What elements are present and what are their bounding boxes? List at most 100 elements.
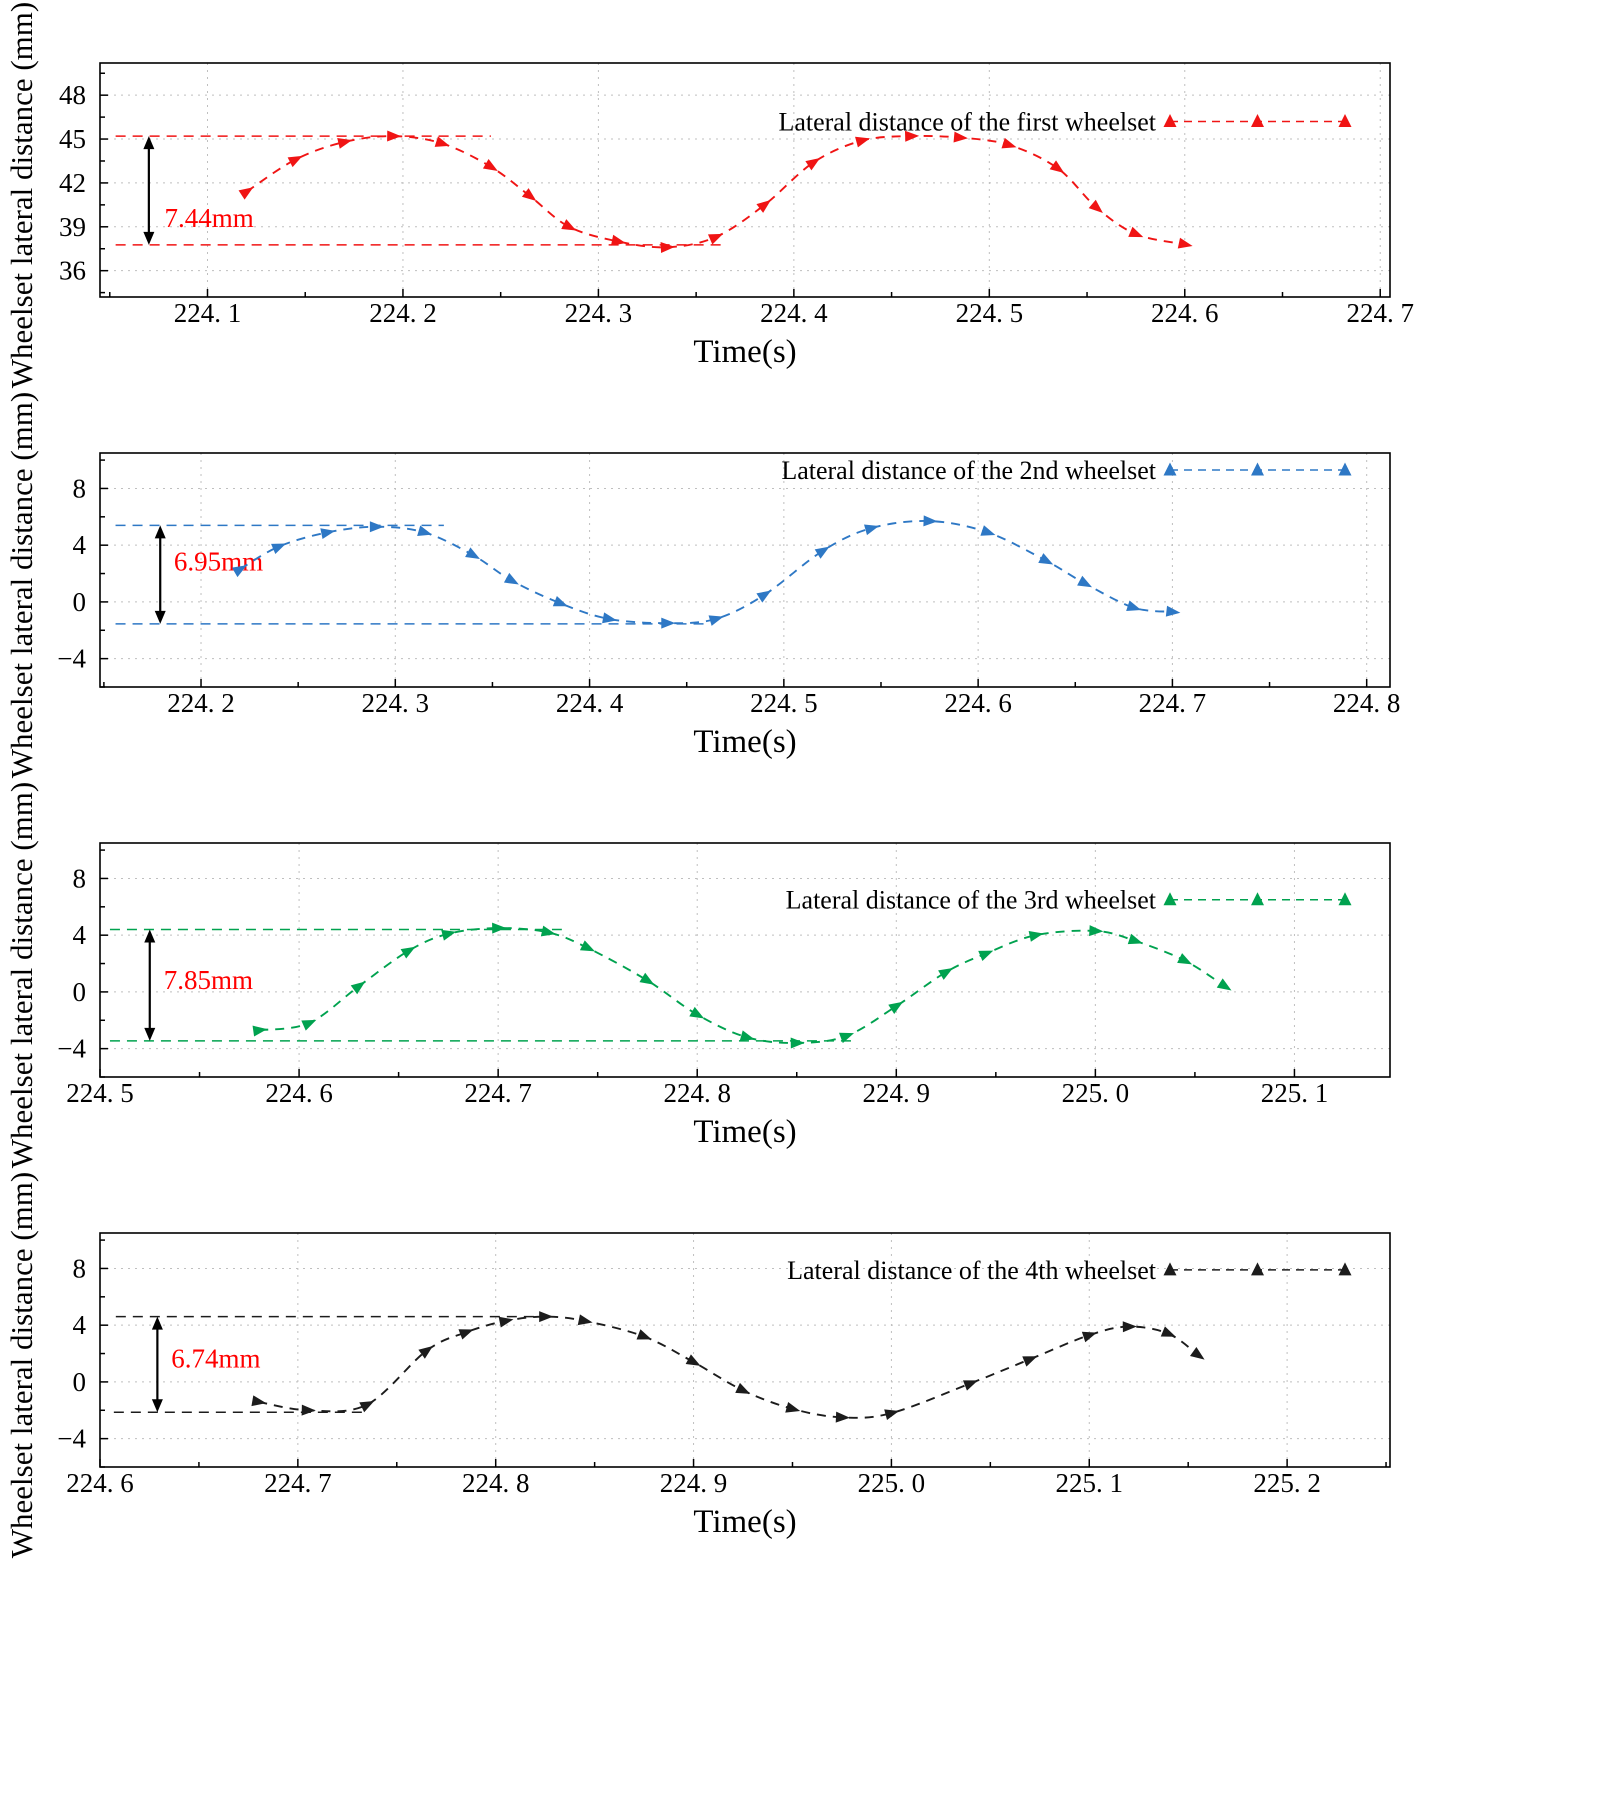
legend: Lateral distance of the 4th wheelset <box>787 1256 1352 1285</box>
range-annotation: 7.44mm <box>165 203 254 233</box>
svg-text:8: 8 <box>73 863 87 893</box>
svg-text:225. 1: 225. 1 <box>1261 1078 1329 1108</box>
legend-marker-icon <box>1163 1262 1177 1276</box>
chart-section-first-wheelset: Wheelset lateral distance (mm) 7.44mm 224… <box>0 0 1600 390</box>
svg-text:224. 5: 224. 5 <box>750 688 818 718</box>
svg-text:224. 9: 224. 9 <box>660 1468 728 1498</box>
chart-section-second-wheelset: Wheelset lateral distance (mm) 6.95mm 224… <box>0 390 1600 780</box>
series-curve <box>259 927 1226 1044</box>
svg-text:0: 0 <box>73 1367 87 1397</box>
svg-text:224. 2: 224. 2 <box>167 688 235 718</box>
chart-section-fourth-wheelset: Wheelset lateral distance (mm) 6.74mm 224… <box>0 1170 1600 1560</box>
legend: Lateral distance of the 2nd wheelset <box>781 456 1352 485</box>
svg-text:4: 4 <box>73 530 87 560</box>
svg-text:224. 1: 224. 1 <box>174 298 242 328</box>
svg-text:225. 1: 225. 1 <box>1056 1468 1124 1498</box>
svg-text:224. 7: 224. 7 <box>1346 298 1414 328</box>
legend: Lateral distance of the 3rd wheelset <box>786 886 1352 915</box>
range-arrow <box>151 1316 163 1413</box>
x-tick-labels: 224. 6 224. 7 224. 8 224. 9 225. 0 225. 1 225.… <box>66 1468 1321 1498</box>
legend-marker-icon <box>1163 114 1177 127</box>
x-axis-title: Time(s) <box>693 1114 797 1150</box>
chart-section-third-wheelset: Wheelset lateral distance (mm) 7.85mm 224… <box>0 780 1600 1170</box>
svg-text:8: 8 <box>73 473 87 503</box>
svg-text:224. 7: 224. 7 <box>464 1078 532 1108</box>
svg-text:224. 7: 224. 7 <box>264 1468 332 1498</box>
x-tick-labels: 224. 1 224. 2 224. 3 224. 4 224. 5 224. 6 224.… <box>174 298 1414 328</box>
svg-text:224. 3: 224. 3 <box>565 298 633 328</box>
svg-text:224. 5: 224. 5 <box>66 1078 134 1108</box>
svg-text:−4: −4 <box>57 644 86 674</box>
legend-marker-icon <box>1251 114 1264 127</box>
svg-text:224. 3: 224. 3 <box>362 688 430 718</box>
x-axis-title: Time(s) <box>693 334 797 370</box>
svg-text:4: 4 <box>73 1310 87 1340</box>
range-arrow <box>154 525 166 624</box>
svg-text:45: 45 <box>59 124 86 154</box>
axes-box <box>99 842 1391 1078</box>
range-arrow <box>144 929 156 1041</box>
svg-text:42: 42 <box>59 168 86 198</box>
y-tick-labels: 36 39 42 45 48 <box>59 80 86 285</box>
svg-text:224. 4: 224. 4 <box>760 298 828 328</box>
axes-box <box>99 1232 1391 1468</box>
svg-text:224. 2: 224. 2 <box>369 298 437 328</box>
legend-label: Lateral distance of the 4th wheelset <box>787 1256 1157 1285</box>
y-axis-title: Wheelset lateral distance (mm) <box>4 781 39 1169</box>
legend-marker-icon <box>1163 892 1177 906</box>
svg-text:39: 39 <box>59 212 86 242</box>
svg-text:−4: −4 <box>57 1034 86 1064</box>
svg-text:225. 0: 225. 0 <box>1062 1078 1130 1108</box>
svg-text:36: 36 <box>59 256 86 286</box>
y-axis-title: Wheelset lateral distance (mm) <box>4 1171 39 1559</box>
series-markers <box>251 1311 1205 1423</box>
svg-text:224. 8: 224. 8 <box>663 1078 731 1108</box>
svg-text:224. 7: 224. 7 <box>1139 688 1207 718</box>
axis-ticks <box>99 1239 1387 1468</box>
svg-text:225. 2: 225. 2 <box>1253 1468 1321 1498</box>
legend-marker-icon <box>1338 114 1352 127</box>
chart-canvas-third-wheelset: 7.85mm 224. 5 224. 6 224. 7 224. 8 224. 9 225.… <box>57 842 1391 1108</box>
legend: Lateral distance of the first wheelset <box>778 108 1352 137</box>
y-tick-labels: −4 0 4 8 <box>57 863 86 1063</box>
axes-box <box>99 452 1391 688</box>
svg-text:224. 6: 224. 6 <box>265 1078 333 1108</box>
svg-text:224. 6: 224. 6 <box>944 688 1012 718</box>
legend-marker-icon <box>1251 892 1264 906</box>
range-annotation: 6.74mm <box>171 1344 260 1374</box>
legend-label: Lateral distance of the first wheelset <box>778 108 1156 137</box>
svg-text:0: 0 <box>73 587 87 617</box>
axis-ticks <box>100 459 1368 688</box>
range-annotation: 7.85mm <box>164 965 253 995</box>
legend-marker-icon <box>1251 462 1264 476</box>
gridlines <box>100 63 1390 297</box>
axis-ticks <box>100 72 1381 297</box>
svg-text:224. 6: 224. 6 <box>66 1468 134 1498</box>
svg-text:224. 8: 224. 8 <box>462 1468 530 1498</box>
series-markers <box>231 515 1181 629</box>
x-axis-title: Time(s) <box>693 1504 797 1540</box>
series-curve <box>258 1315 1199 1419</box>
series-curve <box>246 134 1185 249</box>
series-markers <box>238 130 1193 254</box>
y-tick-labels: −4 0 4 8 <box>57 1253 86 1453</box>
svg-text:224. 4: 224. 4 <box>556 688 624 718</box>
y-axis-title: Wheelset lateral distance (mm) <box>4 391 39 779</box>
svg-text:224. 8: 224. 8 <box>1333 688 1401 718</box>
x-tick-labels: 224. 2 224. 3 224. 4 224. 5 224. 6 224. 7 224.… <box>167 688 1400 718</box>
svg-text:48: 48 <box>59 80 86 110</box>
range-annotation: 6.95mm <box>174 547 263 577</box>
svg-text:224. 9: 224. 9 <box>863 1078 931 1108</box>
gridlines <box>100 1233 1390 1467</box>
svg-text:4: 4 <box>73 920 87 950</box>
legend-marker-icon <box>1338 1262 1352 1276</box>
svg-text:8: 8 <box>73 1253 87 1283</box>
svg-text:−4: −4 <box>57 1424 86 1454</box>
range-arrow <box>143 136 155 245</box>
series-curve <box>239 520 1173 625</box>
chart-canvas-fourth-wheelset: 6.74mm 224. 6 224. 7 224. 8 224. 9 225. 0 225.… <box>57 1232 1391 1498</box>
axis-ticks <box>99 849 1296 1078</box>
